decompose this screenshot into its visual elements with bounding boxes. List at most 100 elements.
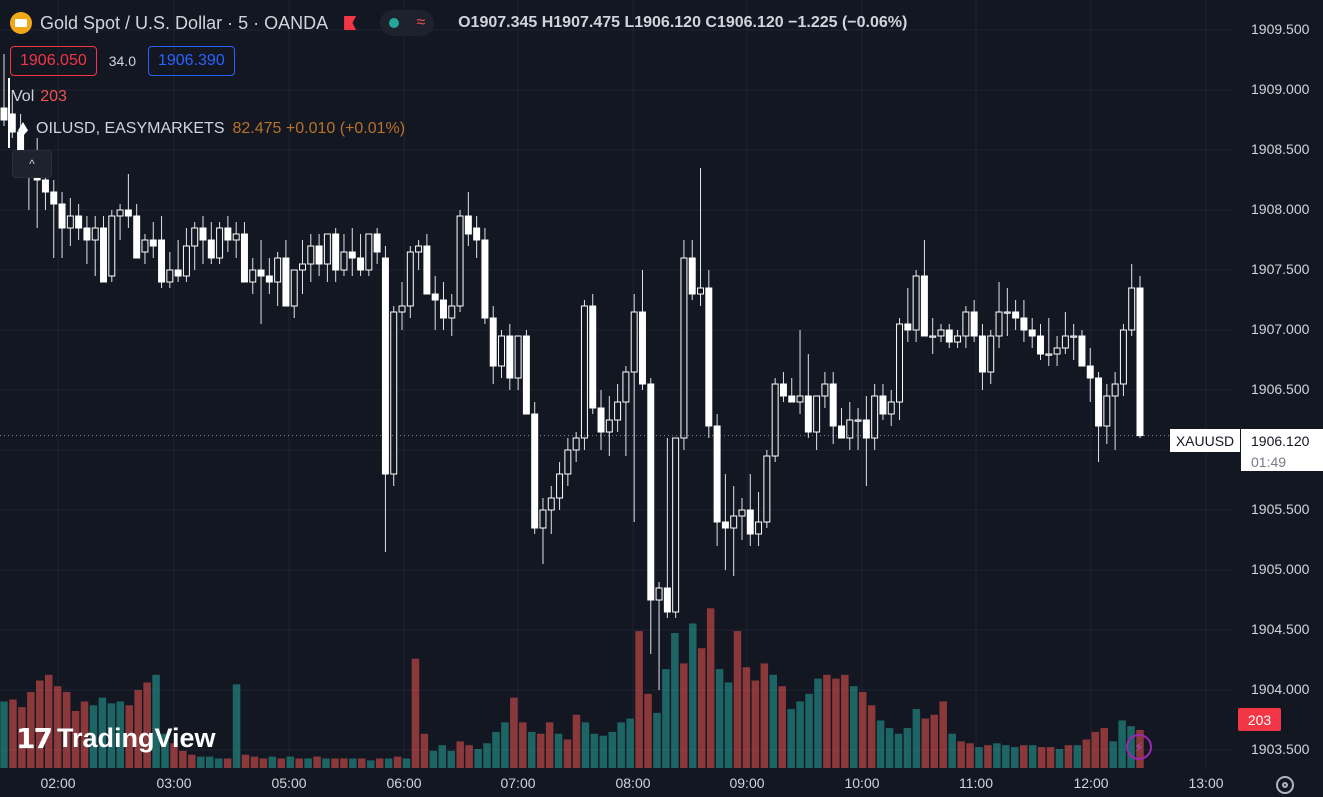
volume-bar bbox=[653, 712, 661, 768]
volume-bar bbox=[241, 754, 250, 768]
lightning-icon[interactable]: ⚡ bbox=[1126, 734, 1152, 760]
candle-down bbox=[282, 257, 290, 307]
candle-down bbox=[439, 299, 447, 319]
candle-down bbox=[1028, 329, 1036, 337]
candle-down bbox=[920, 275, 928, 337]
candle-up bbox=[448, 305, 456, 319]
volume-bar bbox=[1109, 741, 1117, 768]
candle-down bbox=[829, 383, 837, 427]
candle-up bbox=[398, 305, 406, 313]
candle-down bbox=[1095, 377, 1103, 427]
candle-down bbox=[705, 287, 713, 427]
trade-panel[interactable]: 1906.050 34.0 1906.390 bbox=[10, 46, 235, 76]
volume-bar bbox=[89, 705, 98, 768]
volume-bar bbox=[715, 669, 724, 768]
volume-bar bbox=[751, 680, 760, 768]
volume-bar bbox=[188, 754, 196, 768]
volume-bar bbox=[680, 663, 688, 768]
volume-label: Vol bbox=[12, 88, 35, 105]
volume-bar bbox=[590, 733, 599, 768]
candle-down bbox=[647, 383, 655, 601]
volume-legend[interactable]: Vol 203 bbox=[12, 88, 67, 106]
candle-up bbox=[738, 509, 746, 517]
candle-up bbox=[1070, 335, 1078, 338]
candle-up bbox=[249, 269, 257, 283]
volume-bar bbox=[277, 758, 286, 768]
symbol-legend[interactable]: Gold Spot / U.S. Dollar · 5 · OANDA ≈ O1… bbox=[10, 10, 907, 36]
candle-down bbox=[904, 323, 912, 331]
market-status-pill[interactable]: ≈ bbox=[380, 10, 435, 36]
volume-bar bbox=[984, 745, 992, 768]
x-tick-label: 10:00 bbox=[844, 775, 880, 791]
volume-bar bbox=[197, 756, 205, 768]
volume-bar bbox=[447, 750, 455, 768]
buy-button[interactable]: 1906.390 bbox=[147, 46, 235, 76]
y-tick-label: 1904.500 bbox=[1251, 621, 1310, 637]
volume-bar bbox=[1046, 747, 1055, 768]
price-chart[interactable] bbox=[0, 0, 1230, 768]
candle-up bbox=[299, 263, 306, 271]
candle-up bbox=[390, 311, 398, 475]
candle-up bbox=[572, 437, 580, 451]
candle-down bbox=[50, 191, 58, 205]
candle-up bbox=[323, 233, 331, 265]
candle-up bbox=[116, 209, 124, 217]
candle-up bbox=[1119, 329, 1127, 385]
candle-down bbox=[522, 335, 530, 415]
volume-bar bbox=[930, 714, 939, 768]
sell-button[interactable]: 1906.050 bbox=[10, 46, 97, 76]
volume-bar bbox=[510, 697, 518, 768]
volume-bar bbox=[492, 731, 500, 768]
candle-up bbox=[232, 233, 240, 241]
candle-down bbox=[481, 239, 489, 319]
chevron-up-icon[interactable]: ^ bbox=[12, 150, 52, 178]
volume-bar bbox=[858, 691, 867, 768]
volume-bar bbox=[671, 633, 679, 768]
candle-up bbox=[1003, 311, 1011, 314]
candle-up bbox=[854, 419, 862, 422]
candle-down bbox=[75, 215, 83, 229]
candle-down bbox=[199, 227, 207, 241]
volume-bar bbox=[411, 658, 420, 768]
volume-bar bbox=[912, 709, 921, 768]
volume-bar bbox=[1011, 747, 1019, 768]
volume-bar bbox=[268, 756, 277, 768]
volume-bar bbox=[527, 731, 536, 768]
tradingview-logo[interactable]: 17 TradingView bbox=[16, 722, 216, 755]
volume-bar bbox=[53, 686, 62, 768]
y-tick-label: 1908.000 bbox=[1251, 201, 1310, 217]
volume-value: 203 bbox=[40, 88, 67, 105]
candle-up bbox=[216, 227, 224, 259]
y-tick-label: 1908.500 bbox=[1251, 141, 1310, 157]
candle-up bbox=[307, 245, 315, 265]
volume-bar bbox=[724, 682, 733, 768]
symbol-title[interactable]: Gold Spot / U.S. Dollar · 5 · OANDA bbox=[40, 12, 329, 33]
candle-down bbox=[240, 233, 248, 283]
candle-up bbox=[514, 335, 522, 379]
candle-down bbox=[431, 293, 439, 301]
candle-up bbox=[1061, 335, 1069, 349]
volume-bar bbox=[903, 728, 912, 768]
candle-down bbox=[174, 269, 182, 277]
settings-icon[interactable] bbox=[1276, 776, 1294, 794]
y-tick-label: 1904.000 bbox=[1251, 681, 1310, 697]
x-tick-label: 06:00 bbox=[386, 775, 422, 791]
flag-icon[interactable] bbox=[344, 16, 357, 30]
candle-down bbox=[464, 215, 472, 235]
tradingview-mark: 17 bbox=[16, 722, 53, 755]
candle-up bbox=[66, 215, 74, 229]
volume-bar bbox=[286, 756, 294, 768]
candle-down bbox=[257, 269, 265, 277]
volume-bar bbox=[170, 743, 178, 768]
candle-up bbox=[887, 401, 895, 415]
candle-up bbox=[962, 311, 970, 337]
volume-bar bbox=[340, 758, 348, 768]
candle-down bbox=[978, 335, 986, 373]
volume-bar bbox=[44, 674, 53, 768]
volume-bar bbox=[116, 701, 125, 768]
volume-bar bbox=[841, 674, 849, 768]
volume-bar bbox=[304, 758, 312, 768]
candle-down bbox=[1086, 365, 1094, 379]
overlay-legend[interactable]: OILUSD, EASYMARKETS 82.475 +0.010 (+0.01… bbox=[18, 120, 405, 138]
volume-bar bbox=[635, 631, 643, 768]
